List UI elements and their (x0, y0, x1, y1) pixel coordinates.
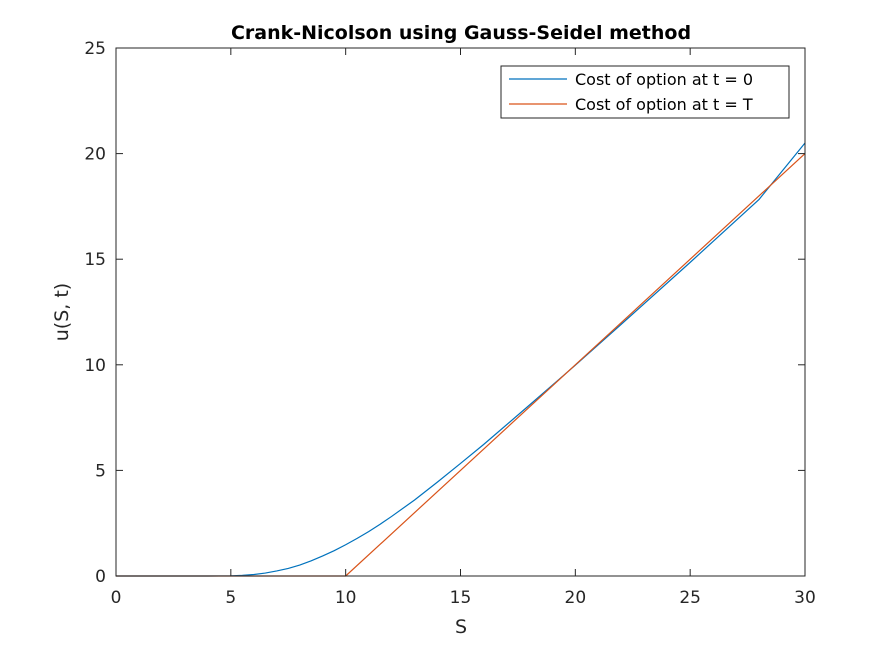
y-tick-label: 5 (95, 461, 106, 481)
y-tick-label: 25 (84, 39, 106, 59)
plot-area (116, 48, 805, 576)
y-tick-label: 10 (84, 356, 106, 376)
y-tick-label: 15 (84, 250, 106, 270)
x-axis-label: S (455, 616, 467, 638)
legend-label-2: Cost of option at t = T (575, 95, 753, 114)
ticks-layer: 0 5 10 15 20 25 30 0 5 10 15 20 25 (84, 39, 815, 608)
chart-title: Crank-Nicolson using Gauss-Seidel method (231, 22, 691, 44)
x-tick-label: 30 (794, 588, 816, 608)
x-tick-label: 15 (450, 588, 472, 608)
y-axis-label: u(S, t) (51, 283, 73, 341)
x-tick-label: 0 (111, 588, 122, 608)
x-tick-label: 25 (679, 588, 701, 608)
legend-label-1: Cost of option at t = 0 (575, 70, 753, 89)
y-tick-label: 20 (84, 145, 106, 165)
legend: Cost of option at t = 0 Cost of option at… (500, 65, 790, 119)
y-tick-label: 0 (95, 567, 106, 587)
x-tick-label: 10 (335, 588, 357, 608)
x-tick-label: 5 (225, 588, 236, 608)
x-tick-label: 20 (565, 588, 587, 608)
legend-box (500, 65, 790, 119)
